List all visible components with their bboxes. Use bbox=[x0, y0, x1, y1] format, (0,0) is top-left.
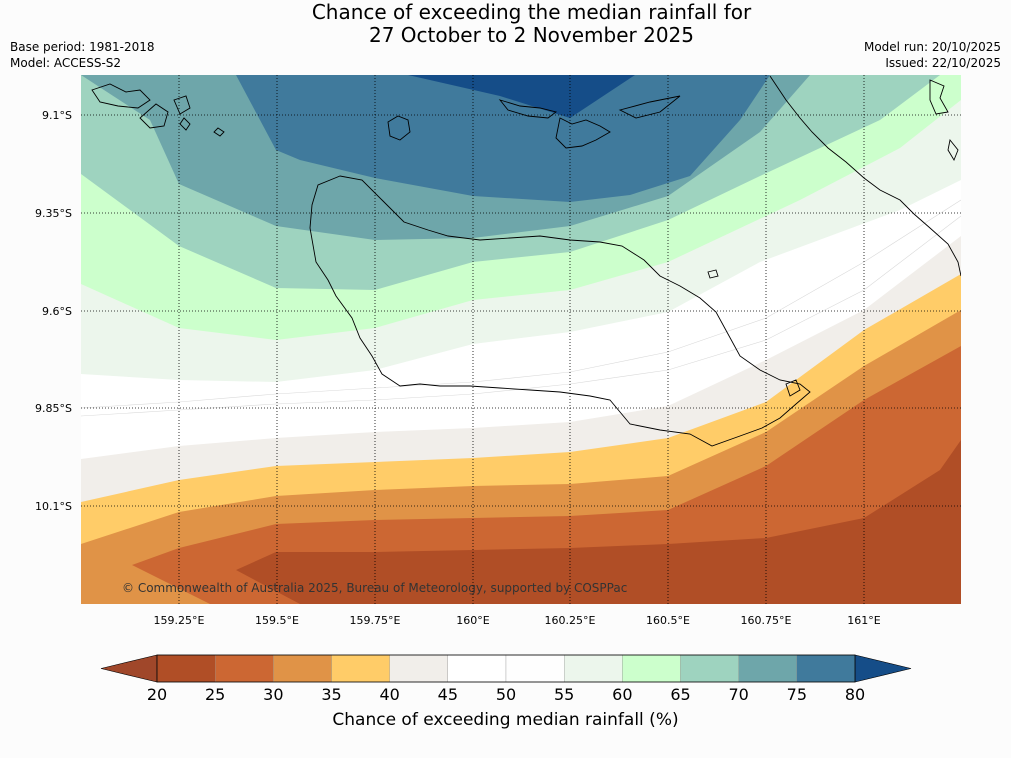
colorbar-tick-label: 20 bbox=[147, 685, 167, 704]
band-over-80 bbox=[408, 75, 635, 118]
lon-label: 159.75°E bbox=[350, 614, 401, 627]
lon-label: 160.25°E bbox=[545, 614, 596, 627]
colorbar-tick-label: 75 bbox=[787, 685, 807, 704]
colorbar-swatch bbox=[680, 654, 739, 683]
colorbar-swatch bbox=[273, 654, 332, 683]
colorbar-tick-label: 60 bbox=[612, 685, 632, 704]
lon-label: 159.25°E bbox=[154, 614, 205, 627]
model-name: Model: ACCESS-S2 bbox=[10, 56, 122, 70]
colorbar-swatch bbox=[331, 654, 390, 683]
colorbar-label: Chance of exceeding median rainfall (%) bbox=[332, 710, 679, 730]
colorbar-swatch bbox=[505, 654, 565, 683]
gridlines bbox=[81, 75, 961, 604]
colorbar-tick-label: 65 bbox=[670, 685, 690, 704]
lon-label: 161°E bbox=[847, 614, 880, 627]
colorbar-under-arrow bbox=[100, 654, 158, 683]
colorbar-tick-label: 70 bbox=[728, 685, 748, 704]
lon-label: 160.5°E bbox=[646, 614, 690, 627]
issued-date: Issued: 22/10/2025 bbox=[885, 56, 1001, 70]
lat-label: 9.35°S bbox=[35, 207, 72, 220]
colorbar-swatch bbox=[738, 654, 797, 683]
colorbar-swatch bbox=[215, 654, 274, 683]
colorbar-tick-label: 55 bbox=[554, 685, 574, 704]
lon-label: 160.75°E bbox=[741, 614, 792, 627]
lat-label: 9.85°S bbox=[35, 402, 72, 415]
lon-label: 159.5°E bbox=[255, 614, 299, 627]
base-period: Base period: 1981-2018 bbox=[10, 40, 155, 54]
colorbar-tick-label: 50 bbox=[496, 685, 516, 704]
colorbar-tick-label: 30 bbox=[263, 685, 283, 704]
band-20-25 bbox=[236, 440, 961, 604]
coastline bbox=[91, 75, 961, 447]
colorbar-swatch bbox=[622, 654, 681, 683]
lat-label: 10.1°S bbox=[35, 500, 72, 513]
map-title-line-1: Chance of exceeding the median rainfall … bbox=[311, 0, 752, 24]
colorbar-swatch bbox=[796, 654, 856, 683]
colorbar-tick-label: 45 bbox=[438, 685, 458, 704]
model-run: Model run: 20/10/2025 bbox=[863, 40, 1001, 54]
colorbar-over-arrow bbox=[854, 654, 912, 683]
map-title-line-2: 27 October to 2 November 2025 bbox=[368, 23, 695, 47]
colorbar-swatch bbox=[389, 654, 448, 683]
colorbar-tick-label: 25 bbox=[205, 685, 225, 704]
colorbar: 20 25 30 35 40 45 50 55 60 65 70 75 80 bbox=[100, 654, 912, 704]
colorbar-swatch bbox=[447, 654, 507, 683]
contour-fill: © Commonwealth of Australia 2025, Bureau… bbox=[81, 75, 961, 604]
colorbar-tick-label: 35 bbox=[321, 685, 341, 704]
colorbar-swatch bbox=[564, 654, 623, 683]
lat-label: 9.1°S bbox=[42, 109, 72, 122]
lat-label: 9.6°S bbox=[42, 305, 72, 318]
colorbar-tick-label: 80 bbox=[845, 685, 865, 704]
band-75-80 bbox=[236, 75, 770, 202]
lon-label: 160°E bbox=[456, 614, 489, 627]
colorbar-tick-label: 40 bbox=[379, 685, 399, 704]
colorbar-swatch bbox=[156, 654, 216, 683]
